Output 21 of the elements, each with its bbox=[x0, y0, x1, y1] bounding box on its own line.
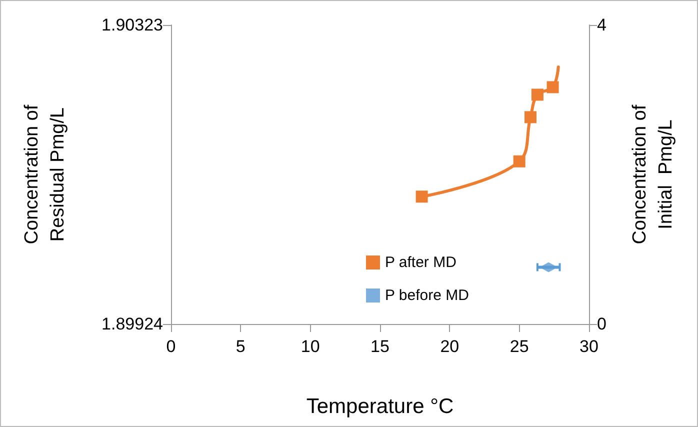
y-axis-title: Concentration of Residual Pmg/L bbox=[22, 104, 68, 244]
y-tick-label: 1.89924 bbox=[102, 314, 163, 334]
x-tick-label: 20 bbox=[440, 337, 460, 356]
point bbox=[524, 111, 536, 124]
x-tick-label: 25 bbox=[510, 337, 529, 356]
point bbox=[416, 190, 428, 203]
point bbox=[546, 81, 559, 94]
x-tick-label: 0 bbox=[166, 337, 176, 356]
x-tick-label: 10 bbox=[300, 337, 320, 356]
legend-label: P before MD bbox=[385, 287, 470, 304]
point bbox=[513, 155, 526, 168]
x-tick-label: 15 bbox=[370, 337, 390, 356]
point bbox=[531, 88, 544, 101]
legend-label: P after MD bbox=[385, 254, 457, 271]
x-tick-label: 30 bbox=[580, 337, 598, 356]
x-axis-title: Temperature °C bbox=[306, 395, 454, 418]
y2-tick-label: 4 bbox=[597, 16, 606, 34]
y-tick-label: 1.90323 bbox=[102, 16, 163, 34]
x-tick-label: 5 bbox=[236, 337, 246, 356]
y2-tick-label: 0 bbox=[597, 314, 606, 334]
y2-axis-title: Concentration of Initial Pmg/L bbox=[630, 104, 676, 244]
